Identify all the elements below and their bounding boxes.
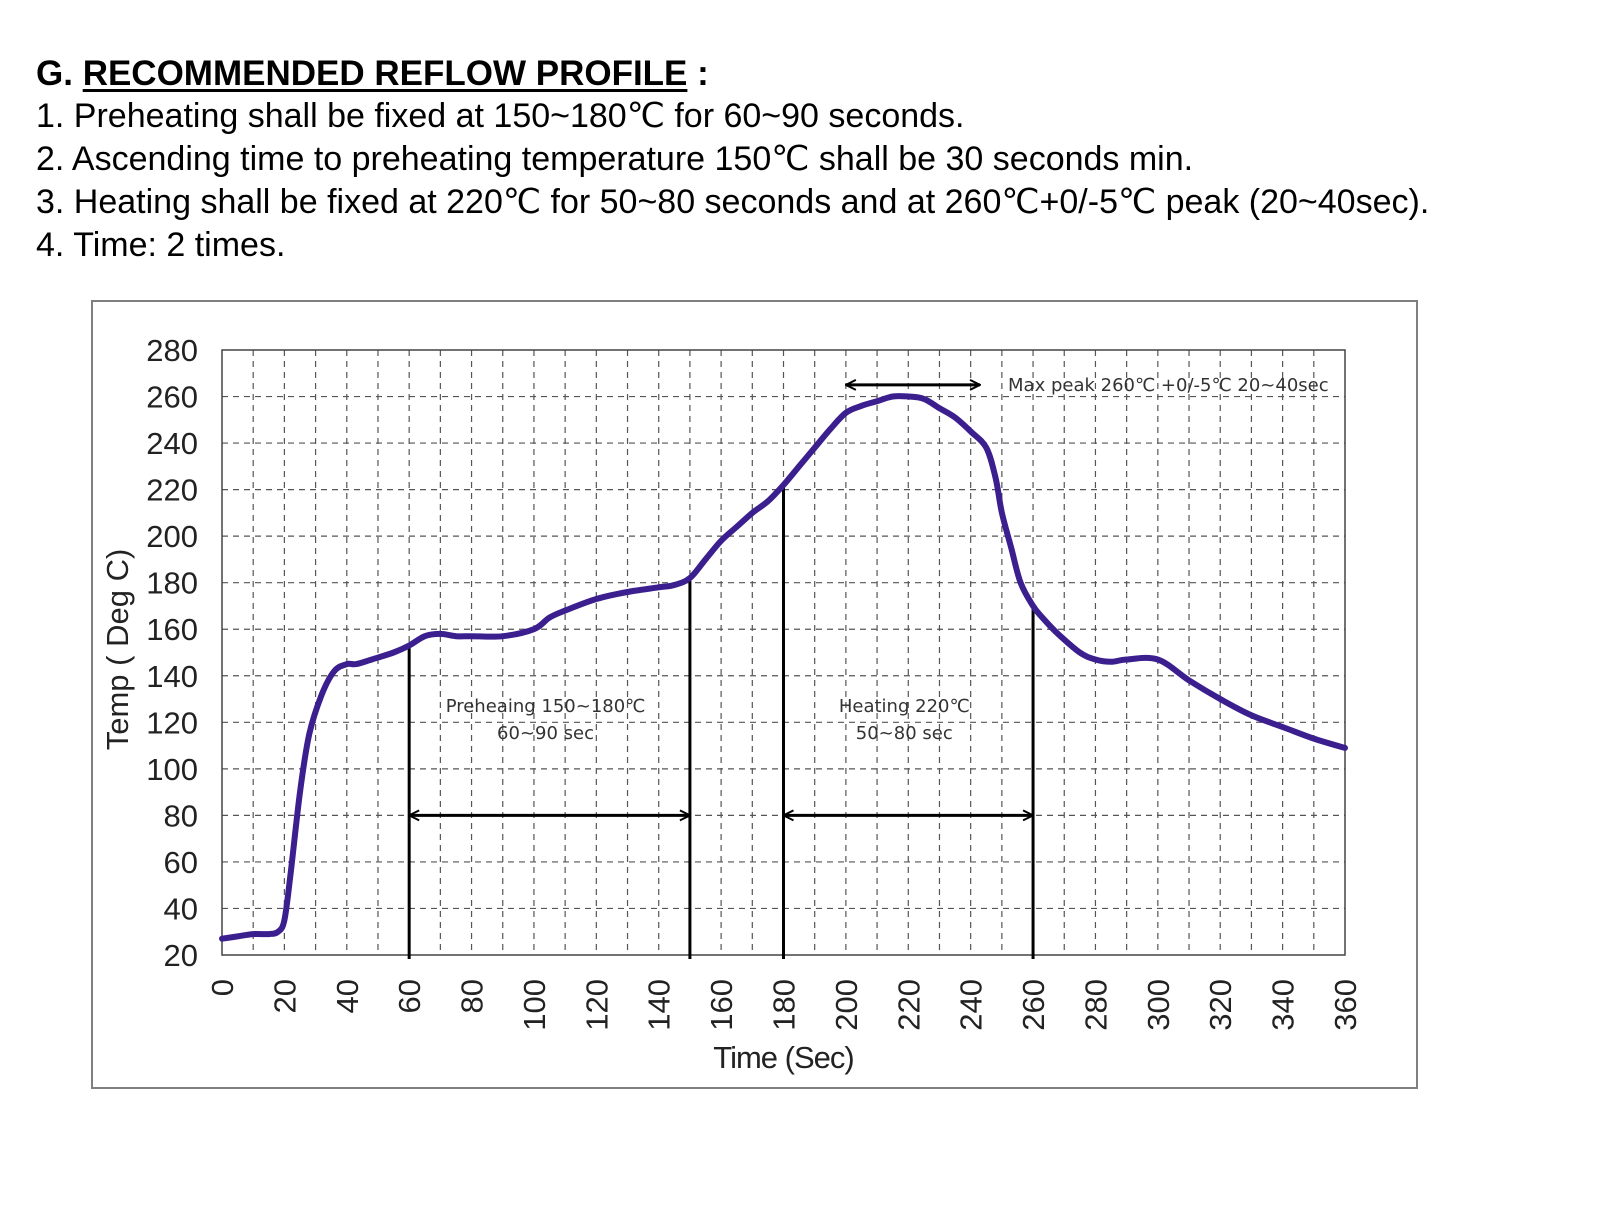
x-tick-label: 220 — [891, 979, 926, 1031]
y-tick-label: 60 — [164, 845, 198, 880]
heading-suffix: : — [687, 54, 709, 93]
x-tick-label: 300 — [1141, 979, 1176, 1031]
section-heading: G. RECOMMENDED REFLOW PROFILE : — [36, 52, 1429, 95]
spec-line-4: 4. Time: 2 times. — [36, 226, 286, 264]
y-tick-label: 200 — [146, 519, 198, 554]
spec-line-2: 2. Ascending time to preheating temperat… — [36, 140, 1194, 178]
chart-frame — [91, 300, 1418, 1089]
y-tick-label: 220 — [146, 473, 198, 508]
y-tick-label: 40 — [164, 891, 198, 926]
phase-annotation-duration: 50~80 sec — [856, 723, 953, 744]
y-tick-label: 20 — [164, 938, 198, 973]
x-tick-label: 180 — [767, 979, 802, 1031]
y-tick-label: 100 — [146, 752, 198, 787]
phase-annotation-duration: 60~90 sec — [497, 723, 594, 744]
y-tick-label: 260 — [146, 380, 198, 415]
heading-title: RECOMMENDED REFLOW PROFILE — [82, 54, 688, 93]
x-tick-label: 240 — [954, 979, 989, 1031]
spec-line-1: 1. Preheating shall be fixed at 150~180℃… — [36, 97, 965, 135]
document-text: G. RECOMMENDED REFLOW PROFILE : 1. Prehe… — [36, 52, 1429, 267]
x-axis-label: Time (Sec) — [713, 1040, 853, 1075]
max-peak-annotation: Max peak 260℃ +0/-5℃ 20~40sec — [1008, 375, 1329, 396]
x-tick-label: 360 — [1328, 979, 1363, 1031]
reflow-temperature-line — [219, 393, 1348, 942]
x-tick-label: 0 — [205, 979, 240, 996]
x-tick-label: 20 — [267, 979, 302, 1013]
y-tick-label: 120 — [146, 705, 198, 740]
x-tick-label: 100 — [517, 979, 552, 1031]
x-tick-label: 340 — [1266, 979, 1301, 1031]
y-tick-label: 280 — [146, 333, 198, 368]
heading-prefix: G. — [36, 54, 73, 93]
x-tick-label: 120 — [579, 979, 614, 1031]
x-tick-label: 260 — [1016, 979, 1051, 1031]
x-tick-label: 140 — [642, 979, 677, 1031]
x-tick-label: 280 — [1078, 979, 1113, 1031]
x-tick-label: 60 — [392, 979, 427, 1013]
y-tick-label: 160 — [146, 612, 198, 647]
x-tick-label: 320 — [1203, 979, 1238, 1031]
y-tick-label: 180 — [146, 566, 198, 601]
phase-annotation-title: Heating 220℃ — [839, 696, 970, 717]
x-tick-label: 80 — [455, 979, 490, 1013]
y-tick-label: 140 — [146, 659, 198, 694]
spec-line-3: 3. Heating shall be fixed at 220℃ for 50… — [36, 183, 1430, 221]
y-axis-label: Temp ( Deg C) — [100, 549, 135, 751]
x-tick-label: 200 — [829, 979, 864, 1031]
y-tick-label: 80 — [164, 798, 198, 833]
y-tick-label: 240 — [146, 426, 198, 461]
phase-annotation-title: Preheaing 150~180℃ — [446, 696, 646, 717]
x-tick-label: 160 — [704, 979, 739, 1031]
x-tick-label: 40 — [330, 979, 365, 1013]
